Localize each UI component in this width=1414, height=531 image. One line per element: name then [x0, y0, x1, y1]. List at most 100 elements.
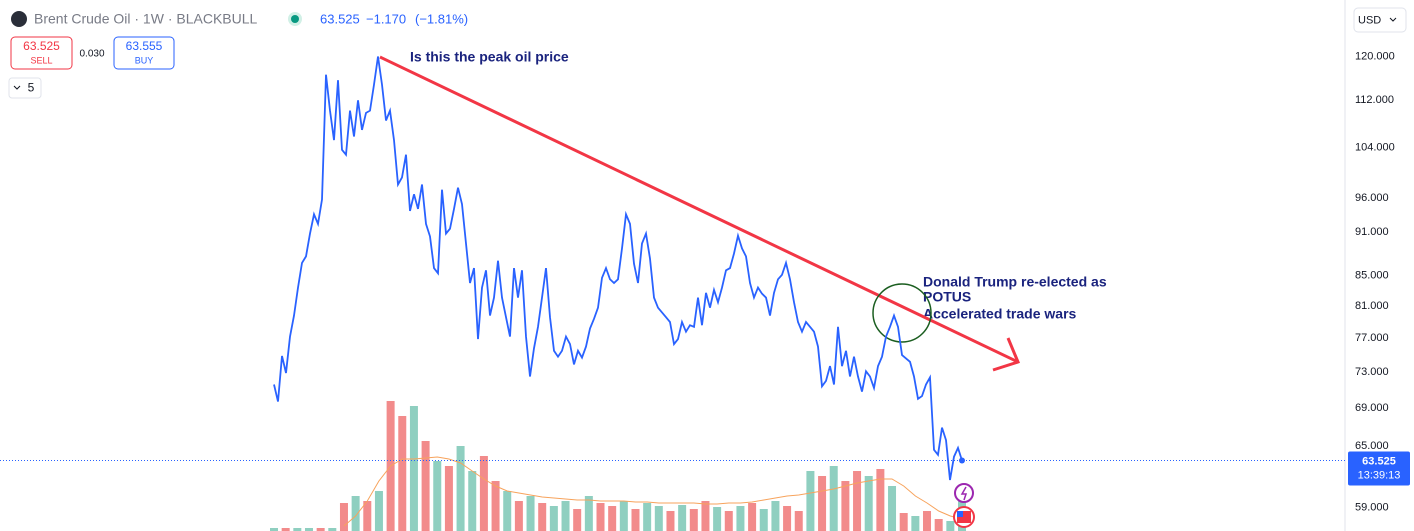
spread: 0.030 — [79, 49, 104, 60]
buy-button[interactable] — [113, 36, 175, 70]
buy-price: 63.555 — [126, 39, 163, 53]
volume-bar — [433, 461, 442, 531]
interval-count: 5 — [28, 81, 35, 95]
annotation: Accelerated trade wars — [923, 306, 1077, 322]
volume-bar — [934, 519, 943, 531]
last-price-box — [1348, 451, 1410, 486]
volume-bar — [888, 486, 897, 531]
annotation: POTUS — [923, 289, 971, 305]
volume-bar — [468, 471, 477, 531]
volume-bar — [748, 503, 757, 531]
price-line — [273, 56, 963, 481]
volume-bar — [479, 456, 488, 531]
chevron — [1389, 17, 1397, 22]
sell-label: SELL — [30, 55, 52, 65]
volume-bar — [899, 513, 908, 531]
event-icon-bolt — [960, 486, 968, 501]
volume-bar — [304, 528, 313, 531]
y-tick-label: 73.000 — [1355, 366, 1389, 378]
volume-bar — [328, 528, 337, 531]
countdown: 13:39:13 — [1358, 469, 1401, 481]
volume-ma — [343, 456, 963, 527]
flag-canton — [957, 511, 963, 517]
highlight-circle — [872, 283, 932, 343]
header-change-pct: (−1.81%) — [415, 11, 468, 26]
volume-bar — [363, 501, 372, 531]
y-tick-label: 96.000 — [1355, 192, 1389, 204]
chevron — [13, 85, 21, 90]
volume-bar — [398, 416, 407, 531]
volume-bar — [503, 491, 512, 531]
y-tick-label: 77.000 — [1355, 332, 1389, 344]
volume-bar — [409, 406, 418, 531]
volume-bar — [829, 466, 838, 531]
y-tick-label: 59.000 — [1355, 501, 1389, 513]
status-dot — [291, 15, 299, 23]
volume-bar — [573, 509, 582, 531]
sell-button[interactable] — [10, 36, 73, 70]
volume-bar — [678, 505, 687, 531]
volume-bar — [538, 503, 547, 531]
volume-bar — [608, 506, 617, 531]
y-tick-label: 85.000 — [1355, 269, 1389, 281]
volume-bar — [724, 511, 733, 531]
y-tick-label: 91.000 — [1355, 226, 1389, 238]
volume-bar — [654, 506, 663, 531]
header-price: 63.525 — [320, 11, 360, 26]
volume-bar — [456, 446, 465, 531]
volume-bar — [713, 507, 722, 531]
volume-bar — [759, 509, 768, 531]
event-icon[interactable] — [954, 483, 974, 503]
volume-bar — [794, 511, 803, 531]
header-change: −1.170 — [366, 11, 406, 26]
plot: 120.000 112.000 104.000 96.000 91.000 85.000 8… — [0, 50, 1395, 531]
volume-bar — [689, 509, 698, 531]
symbol-icon — [11, 11, 27, 27]
currency: USD — [1358, 14, 1381, 26]
volume-bar — [853, 471, 862, 531]
volume-bar — [270, 528, 278, 531]
trend-arrow — [992, 337, 1021, 372]
volume-bar — [818, 476, 827, 531]
sell-price: 63.525 — [23, 39, 60, 53]
volume-bar — [783, 506, 792, 531]
y-tick-label: 81.000 — [1355, 300, 1389, 312]
annotation: Donald Trump re-elected as — [923, 274, 1107, 290]
volume-bar — [316, 528, 325, 531]
volume-bar — [293, 528, 302, 531]
last-price-dot — [959, 457, 965, 464]
volume-bar — [596, 503, 605, 531]
indicator-toggle[interactable] — [8, 77, 42, 99]
last-price-label: 63.525 — [1362, 455, 1396, 467]
symbol[interactable]: Brent Crude Oil · 1W · BLACKBULL — [34, 11, 258, 27]
annotation: Is this the peak oil price — [410, 49, 569, 65]
currency-select[interactable] — [1353, 7, 1407, 33]
volume-bar — [619, 501, 628, 531]
volume-bar — [666, 511, 675, 531]
volume-bar — [736, 506, 745, 531]
volume-bar — [351, 496, 360, 531]
volume-bar — [841, 481, 850, 531]
volume-bar — [911, 516, 920, 531]
volume-bar — [631, 509, 640, 531]
volume-bar — [771, 501, 780, 531]
volume-bar — [876, 469, 885, 531]
volume-bar — [923, 511, 932, 531]
volume-bar — [549, 506, 558, 531]
volume-bar — [561, 501, 570, 531]
volume-bar — [701, 501, 710, 531]
volume-bar — [526, 496, 535, 531]
volume-bar — [281, 528, 290, 531]
y-tick-label: 69.000 — [1355, 402, 1389, 414]
volume-bar — [421, 441, 430, 531]
volume-bar — [339, 503, 348, 531]
volume-bar — [946, 521, 955, 531]
volume-bar — [584, 496, 593, 531]
volume-bar — [864, 476, 873, 531]
volume-bar — [444, 466, 453, 531]
volume-bar — [806, 471, 815, 531]
volume-bar — [643, 503, 652, 531]
volume-bar — [491, 481, 500, 531]
